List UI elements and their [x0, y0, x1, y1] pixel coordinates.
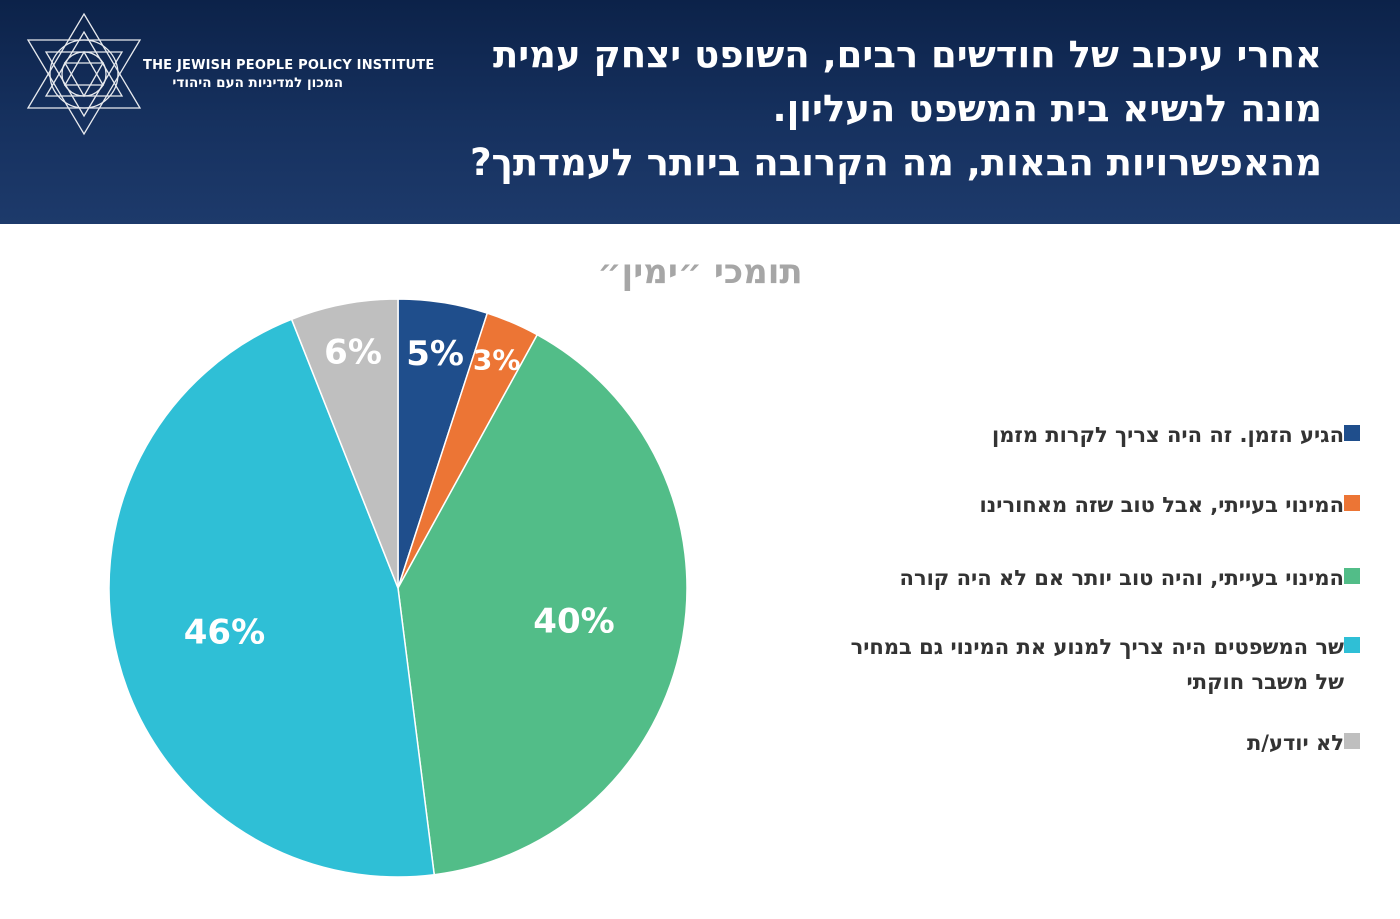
survey-question-line: אחרי עיכוב של חודשים רבים, השופט יצחק עמ… [493, 33, 1322, 76]
legend-item: המינוי בעייתי, אבל טוב שזה מאחורינו [740, 488, 1360, 523]
legend-swatch [1344, 733, 1360, 749]
survey-question-line: מונה לנשיא בית המשפט העליון. [772, 87, 1322, 130]
legend-label-line: שר המשפטים היה צריך למנוע את המינוי גם ב… [850, 635, 1344, 659]
legend-label-line: המינוי בעייתי, אבל טוב שזה מאחורינו [979, 493, 1344, 517]
pie-slice [397, 333, 688, 876]
legend-label: לא יודע/ת [1239, 726, 1344, 761]
legend-swatch [1344, 568, 1360, 584]
slice-data-label: 6% [324, 332, 382, 372]
survey-question: אחרי עיכוב של חודשים רבים, השופט יצחק עמ… [362, 28, 1322, 190]
survey-question-line: מהאפשרויות הבאות, מה הקרובה ביותר לעמדתך… [470, 141, 1322, 184]
slice-data-label: 3% [473, 343, 521, 376]
pie-slice [108, 318, 436, 878]
legend-label: המינוי בעייתי, והיה טוב יותר אם לא היה ק… [892, 561, 1344, 596]
legend-swatch [1344, 495, 1360, 511]
organization-name: The Jewish People Policy Institute המכון… [143, 58, 435, 91]
legend-label: שר המשפטים היה צריך למנוע את המינוי גם ב… [843, 630, 1344, 700]
chart-title: תומכי ״ימין״ [597, 252, 803, 292]
legend-label-line: הגיע הזמן. זה היה צריך לקרות מזמן [992, 423, 1344, 447]
legend-label-line: לא יודע/ת [1246, 731, 1344, 755]
legend-label-line: המינוי בעייתי, והיה טוב יותר אם לא היה ק… [899, 566, 1344, 590]
legend-item: הגיע הזמן. זה היה צריך לקרות מזמן [740, 418, 1360, 453]
organization-name-hebrew: המכון למדיניות העם היהודי [172, 75, 343, 91]
legend-swatch [1344, 425, 1360, 441]
slice-data-label: 5% [406, 334, 464, 374]
star-of-david-logo-icon [26, 12, 142, 136]
slice-data-label: 40% [533, 602, 614, 642]
legend-label: המינוי בעייתי, אבל טוב שזה מאחורינו [972, 488, 1344, 523]
legend-item: שר המשפטים היה צריך למנוע את המינוי גם ב… [740, 630, 1360, 700]
organization-name-english: The Jewish People Policy Institute [143, 58, 435, 73]
legend-item: לא יודע/ת [740, 726, 1360, 761]
legend-item: המינוי בעייתי, והיה טוב יותר אם לא היה ק… [740, 561, 1360, 596]
legend-swatch [1344, 637, 1360, 653]
pie-slice [290, 298, 399, 589]
pie-chart: 5% 3% 40% 46% 6% [108, 298, 688, 878]
legend-label: הגיע הזמן. זה היה צריך לקרות מזמן [984, 418, 1344, 453]
header-banner: The Jewish People Policy Institute המכון… [0, 0, 1400, 224]
legend-label-line: של משבר חוקתי [1186, 670, 1344, 694]
slice-data-label: 46% [184, 613, 265, 653]
